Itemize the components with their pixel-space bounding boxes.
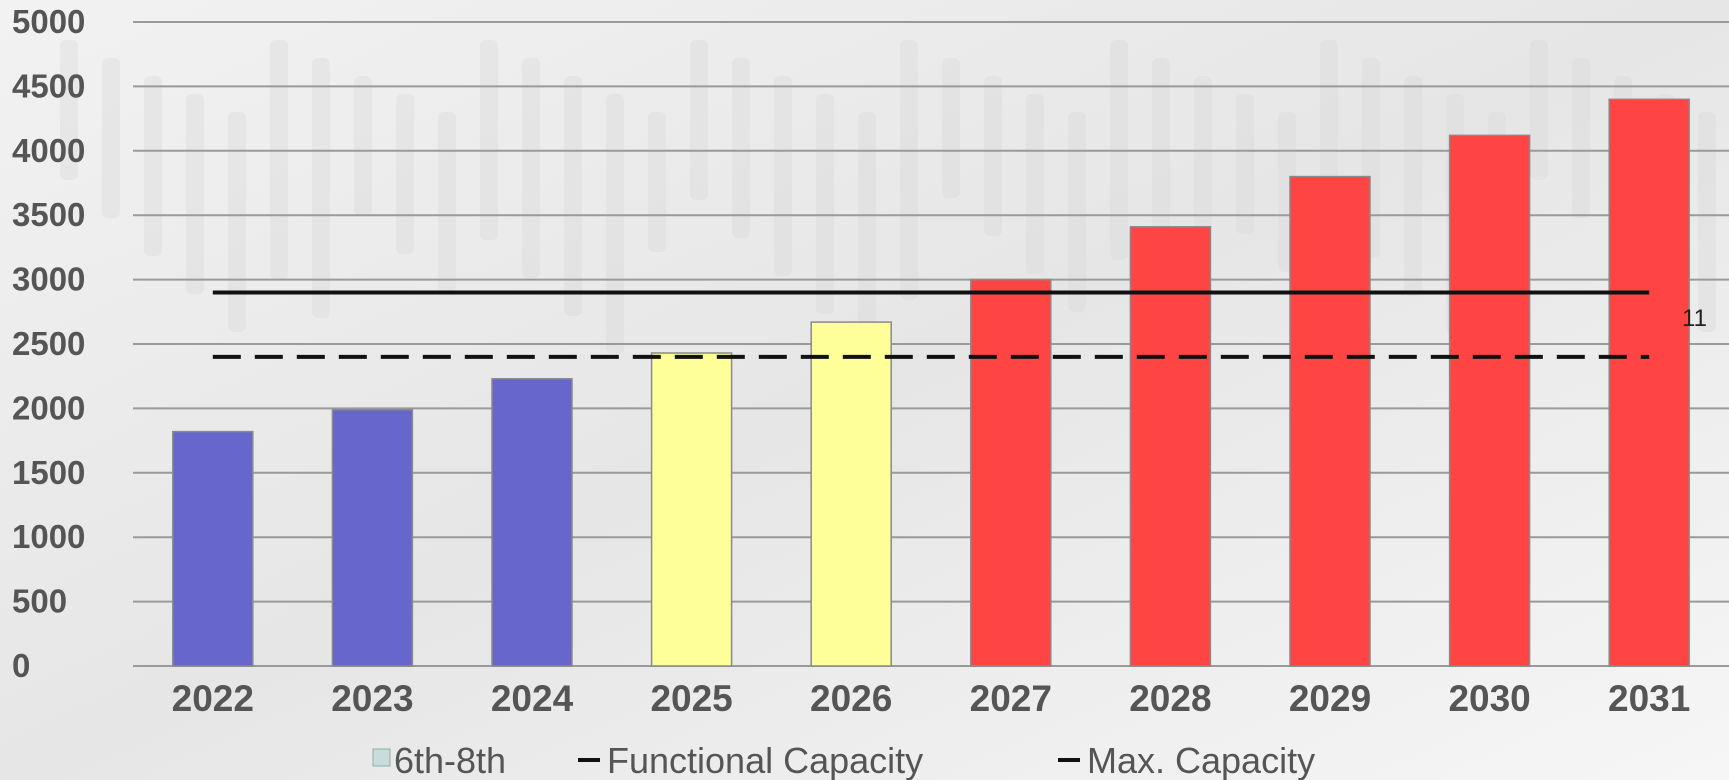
y-tick-label: 0 xyxy=(12,647,30,684)
reference-lines xyxy=(212,290,1650,359)
background-shape xyxy=(984,76,1002,236)
bar-2023 xyxy=(331,408,414,667)
background-shape xyxy=(102,58,120,218)
x-tick-label: 2026 xyxy=(810,678,892,719)
bar-2029 xyxy=(1289,175,1371,667)
bar-2025 xyxy=(650,352,733,667)
legend: 6th-8th Functional Capacity Max. Capacit… xyxy=(372,740,1315,780)
x-tick-label: 2022 xyxy=(172,678,254,719)
y-axis-tick-labels: 0 500 1000 1500 2000 2500 3000 3500 4000 4500 5000 xyxy=(12,3,85,684)
background-shape xyxy=(816,94,834,314)
legend-label-max-capacity: Max. Capacity xyxy=(1087,740,1315,780)
legend-label-6th-8th: 6th-8th xyxy=(394,740,506,780)
x-axis-tick-labels: 2022 2023 2024 2025 2026 2027 2028 2029 2030 2031 xyxy=(172,678,1691,719)
legend-label-functional-capacity: Functional Capacity xyxy=(607,740,923,780)
background-shape xyxy=(1404,76,1422,296)
background-shape xyxy=(858,112,876,352)
x-tick-label: 2024 xyxy=(491,678,574,719)
background-shape xyxy=(690,40,708,200)
background-shape xyxy=(396,94,414,254)
annotation-label: 11 xyxy=(1682,305,1707,332)
background-shape xyxy=(270,40,288,280)
x-tick-label: 2025 xyxy=(650,678,732,719)
y-tick-label: 3000 xyxy=(12,261,85,298)
y-tick-label: 4500 xyxy=(12,67,85,104)
background-shape xyxy=(1236,94,1254,234)
background-shape xyxy=(732,58,750,238)
bar-2030 xyxy=(1448,134,1531,667)
background-shape xyxy=(480,40,498,240)
y-tick-label: 1500 xyxy=(12,454,85,491)
background-shape xyxy=(186,94,204,294)
bar-2024 xyxy=(491,378,573,667)
background-shape xyxy=(228,112,246,332)
background-shape xyxy=(900,40,918,300)
y-tick-label: 500 xyxy=(12,583,67,620)
x-tick-label: 2027 xyxy=(970,678,1052,719)
bar-2027 xyxy=(970,278,1052,667)
background-shape xyxy=(354,76,372,216)
background-shape xyxy=(60,40,78,180)
background-shape xyxy=(144,76,162,256)
bars xyxy=(172,98,1690,667)
bar-2031 xyxy=(1608,98,1690,667)
bar-2028 xyxy=(1129,226,1212,667)
background-shape xyxy=(438,112,456,292)
x-tick-label: 2023 xyxy=(331,678,413,719)
y-tick-label: 4000 xyxy=(12,132,85,169)
y-tick-label: 3500 xyxy=(12,196,85,233)
y-tick-label: 5000 xyxy=(12,3,85,40)
background-shape xyxy=(564,76,582,316)
x-tick-label: 2028 xyxy=(1129,678,1211,719)
background-shape xyxy=(1530,40,1548,180)
background-shape xyxy=(312,58,330,318)
background-shape xyxy=(1572,58,1590,218)
y-tick-label: 2500 xyxy=(12,325,85,362)
background-shape xyxy=(1320,40,1338,220)
y-tick-label: 1000 xyxy=(12,518,85,555)
x-tick-label: 2030 xyxy=(1448,678,1530,719)
legend-swatch-6th-8th xyxy=(372,748,391,767)
background-shape xyxy=(1026,94,1044,274)
bar-2026 xyxy=(810,321,892,667)
x-tick-label: 2029 xyxy=(1289,678,1371,719)
y-tick-label: 2000 xyxy=(12,389,85,426)
x-tick-label: 2031 xyxy=(1608,678,1690,719)
background-shape xyxy=(1698,112,1716,332)
background-shape xyxy=(522,58,540,278)
background-shape xyxy=(648,112,666,252)
background-shape xyxy=(1068,112,1086,312)
background-shape xyxy=(774,76,792,276)
background-shape xyxy=(942,58,960,198)
bar-2022 xyxy=(172,430,254,667)
background-shape xyxy=(606,94,624,354)
